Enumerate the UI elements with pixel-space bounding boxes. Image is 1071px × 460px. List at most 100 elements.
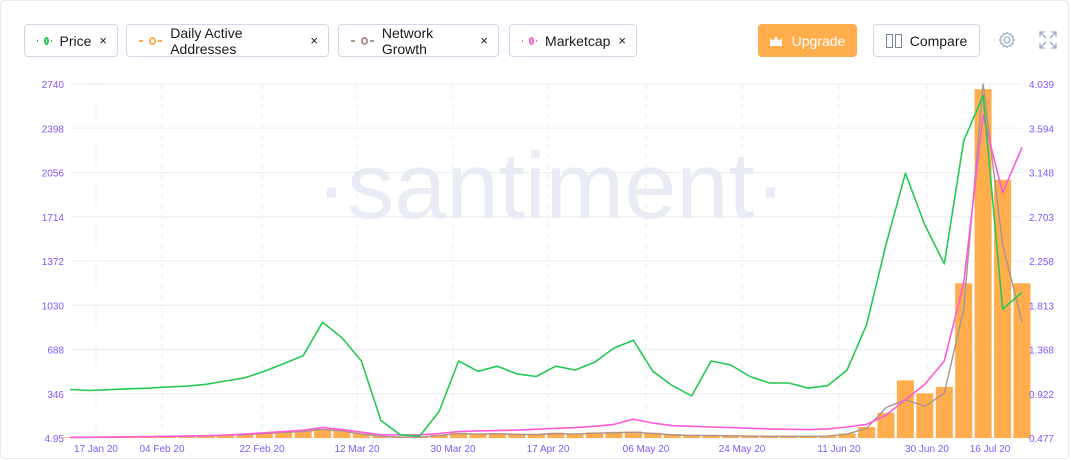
- metric-tag-network-growth[interactable]: Network Growth ×: [338, 24, 499, 57]
- daa-bar: [352, 433, 370, 438]
- daa-bar: [877, 412, 895, 438]
- daa-bar: [488, 433, 506, 438]
- daa-bar: [663, 434, 681, 438]
- x-tick-label: 30 Mar 20: [430, 444, 475, 455]
- price-legend-line-left: [37, 39, 38, 42]
- y-right-tick-label: 2.258: [1029, 257, 1054, 268]
- fullscreen-icon[interactable]: [1039, 31, 1057, 49]
- close-icon[interactable]: ×: [618, 33, 626, 48]
- compare-label: Compare: [909, 32, 968, 49]
- y-left-tick-label: 2056: [42, 169, 65, 180]
- metric-tag-label: Network Growth: [381, 24, 434, 57]
- chart-toolbar: Price × Daily Active Addresses × Network…: [24, 24, 1057, 58]
- price-legend-line-right: [50, 39, 52, 42]
- daa-bar: [916, 393, 934, 438]
- mc-legend-line-right: [536, 39, 538, 42]
- series-lines: [69, 83, 1023, 439]
- x-tick-label: 24 May 20: [719, 444, 766, 455]
- axis-ticks: 2740 2398 2056 1714 1372 1030 688 346 4.95 4.039 3…: [42, 80, 1055, 455]
- y-right-tick-label: 0.922: [1029, 390, 1054, 401]
- daa-bar: [586, 432, 604, 438]
- daa-bar: [197, 435, 215, 438]
- settings-icon[interactable]: [998, 31, 1016, 49]
- daa-bar: [236, 434, 254, 438]
- daa-bar: [605, 431, 623, 438]
- y-right-tick-label: 3.148: [1029, 169, 1054, 180]
- price-legend-marker-icon: [43, 36, 49, 45]
- chart-grid: [70, 83, 1022, 439]
- daa-bar: [955, 283, 973, 438]
- ng-legend-marker-icon: [360, 36, 369, 45]
- mc-legend-line-left: [522, 39, 524, 42]
- daa-bar: [294, 430, 312, 438]
- daa-bar: [624, 431, 642, 438]
- metric-tag-price[interactable]: Price ×: [24, 24, 118, 57]
- close-icon[interactable]: ×: [310, 33, 318, 48]
- daa-bar: [450, 432, 468, 438]
- daa-bar: [974, 89, 992, 438]
- daa-bar: [314, 428, 332, 438]
- daa-bar: [896, 380, 914, 438]
- compare-button[interactable]: Compare: [873, 24, 980, 57]
- close-icon[interactable]: ×: [99, 33, 107, 48]
- x-tick-label: 12 Mar 20: [334, 444, 379, 455]
- y-right-tick-label: 4.039: [1029, 80, 1054, 91]
- daa-bar: [838, 433, 856, 438]
- y-left-tick-label: 1714: [42, 213, 65, 224]
- x-tick-label: 04 Feb 20: [139, 444, 184, 455]
- y-left-tick-label: 1372: [42, 257, 65, 268]
- y-right-tick-label: 1.813: [1029, 301, 1054, 312]
- x-tick-label: 30 Jun 20: [905, 444, 949, 455]
- marketcap-line: [70, 114, 1023, 439]
- daa-bar: [858, 427, 876, 438]
- daa-bar: [644, 432, 662, 438]
- y-right-tick-label: 2.703: [1029, 213, 1054, 224]
- daa-bar: [508, 433, 526, 438]
- daa-bar: [255, 432, 273, 438]
- y-left-tick-label: 4.95: [45, 434, 65, 445]
- ng-legend-line-right: [370, 39, 374, 42]
- y-left-tick-label: 2398: [42, 124, 65, 135]
- metric-tag-label: Marketcap: [545, 32, 611, 49]
- daa-bar: [216, 434, 234, 438]
- daa-bar: [372, 436, 390, 438]
- close-icon[interactable]: ×: [480, 33, 488, 48]
- upgrade-label: Upgrade: [791, 32, 846, 49]
- metric-tag-label: Daily Active Addresses: [170, 24, 243, 57]
- daa-bar: [935, 386, 953, 438]
- x-tick-label: 16 Jul 20: [970, 444, 1011, 455]
- y-right-tick-label: 3.594: [1029, 124, 1054, 135]
- daa-legend-line-left: [139, 39, 143, 42]
- y-right-tick-label: 0.477: [1029, 434, 1054, 445]
- compare-icon: [885, 33, 902, 48]
- santiment-watermark: ·santiment·: [316, 133, 786, 238]
- metric-tag-daily-active-addresses[interactable]: Daily Active Addresses ×: [126, 24, 329, 57]
- daa-bar: [333, 430, 351, 438]
- x-tick-label: 22 Feb 20: [239, 444, 284, 455]
- x-tick-label: 17 Jan 20: [74, 444, 118, 455]
- crown-icon: [769, 35, 782, 46]
- daa-legend-marker-icon: [148, 36, 157, 45]
- x-tick-label: 06 May 20: [623, 444, 670, 455]
- x-tick-label: 11 Jun 20: [817, 444, 861, 455]
- y-right-tick-label: 1.368: [1029, 346, 1054, 357]
- daa-bar: [430, 434, 448, 438]
- daa-bar: [683, 434, 701, 438]
- metric-tag-label: Price: [59, 32, 92, 49]
- daa-bar: [702, 435, 720, 438]
- daa-bar: [547, 432, 565, 438]
- y-left-tick-label: 346: [47, 390, 64, 401]
- metric-tag-marketcap[interactable]: Marketcap ×: [509, 24, 637, 57]
- daa-bars: [61, 89, 1031, 439]
- x-tick-label: 17 Apr 20: [527, 444, 570, 455]
- y-left-tick-label: 688: [47, 346, 64, 357]
- daa-bar: [527, 434, 545, 438]
- daa-bar: [1013, 283, 1031, 438]
- daa-legend-line-right: [158, 39, 163, 42]
- upgrade-button[interactable]: Upgrade: [758, 24, 857, 57]
- daa-bar: [566, 433, 584, 438]
- ng-legend-line-left: [351, 39, 355, 42]
- daa-bar: [275, 431, 293, 438]
